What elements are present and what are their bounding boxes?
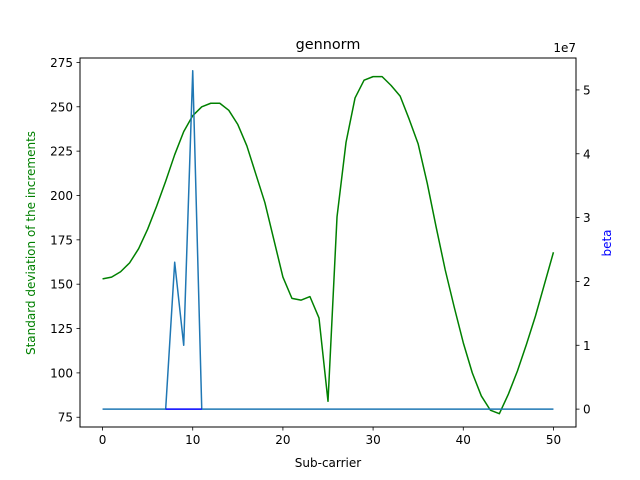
- y-left-tick-label: 100: [50, 366, 73, 380]
- y-right-tick-label: 1: [583, 339, 591, 353]
- x-tick-label: 50: [546, 433, 561, 447]
- y-axis-left-label: Standard deviation of the increments: [24, 131, 38, 355]
- y-left-tick-label: 175: [50, 233, 73, 247]
- y-left-tick-label: 75: [58, 411, 73, 425]
- x-tick-label: 10: [185, 433, 200, 447]
- y-right-tick-label: 4: [583, 147, 591, 161]
- y-left-tick-label: 225: [50, 145, 73, 159]
- x-axis: 0 10 20 30 40 50: [99, 427, 561, 447]
- chart-title: gennorm: [296, 37, 361, 53]
- y-right-tick-label: 0: [583, 403, 591, 417]
- y-left-tick-label: 125: [50, 322, 73, 336]
- x-tick-label: 30: [365, 433, 380, 447]
- beta-line: [102, 70, 554, 410]
- std-deviation-line: [102, 75, 555, 415]
- y-right-tick-label: 3: [583, 211, 591, 225]
- x-tick-label: 0: [99, 433, 107, 447]
- x-tick-label: 40: [456, 433, 471, 447]
- y-right-tick-label: 2: [583, 275, 591, 289]
- y-left-tick-label: 200: [50, 189, 73, 203]
- y-left-tick-label: 250: [50, 100, 73, 114]
- x-axis-label: Sub-carrier: [295, 456, 361, 470]
- y-axis-right: 0 1 2 3 4 5: [576, 83, 591, 417]
- y-left-tick-label: 275: [50, 56, 73, 70]
- plot-frame: [79, 57, 577, 428]
- y-left-tick-label: 150: [50, 278, 73, 292]
- y-axis-left: 75 100 125 150 175 200 225 250 275: [50, 56, 80, 425]
- y-axis-right-label: beta: [600, 229, 614, 256]
- y-right-tick-label: 5: [583, 83, 591, 97]
- y-axis-right-offset: 1e7: [553, 41, 576, 55]
- x-tick-label: 20: [275, 433, 290, 447]
- plot-lines: [102, 70, 555, 415]
